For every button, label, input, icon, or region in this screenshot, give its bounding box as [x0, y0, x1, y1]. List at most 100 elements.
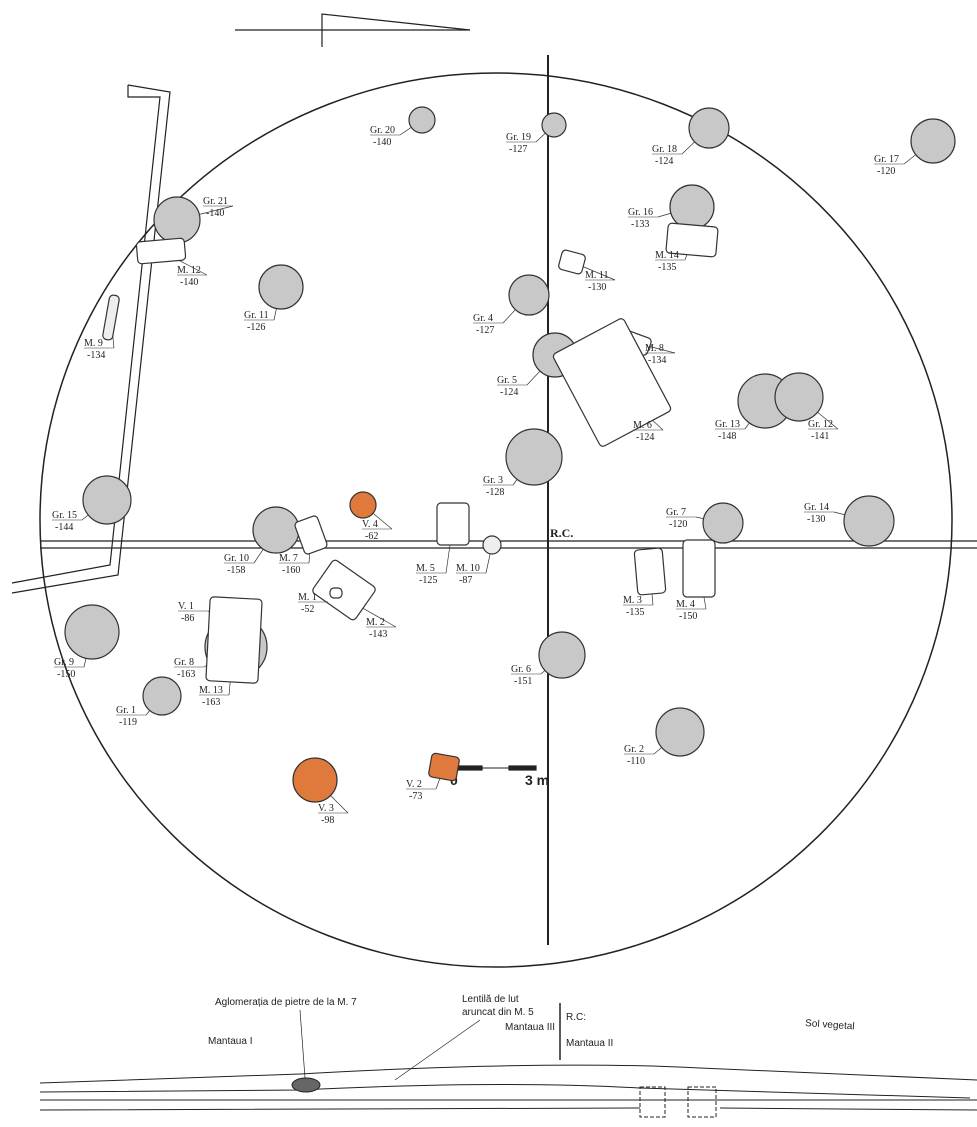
feature [843, 495, 895, 547]
section-label: aruncat din M. 5 [462, 1007, 534, 1018]
feature-label: V. 3 [318, 803, 334, 814]
feature-label: Gr. 8 [174, 657, 194, 668]
feature-depth: -133 [631, 219, 649, 230]
feature-label: Gr. 4 [473, 313, 493, 324]
profile-line [39, 1107, 977, 1111]
feature [102, 294, 120, 341]
feature-depth: -140 [180, 277, 198, 288]
feature [294, 515, 328, 555]
feature [205, 596, 263, 684]
feature-depth: -148 [718, 431, 736, 442]
feature-label: Gr. 12 [808, 419, 833, 430]
feature-label: M. 14 [655, 250, 679, 261]
feature-label: V. 4 [362, 519, 378, 530]
stones [291, 1077, 321, 1093]
feature-depth: -87 [459, 575, 472, 586]
feature-label: Gr. 5 [497, 375, 517, 386]
feature-depth: -73 [409, 791, 422, 802]
section-label: Aglomerația de pietre de la M. 7 [215, 997, 357, 1008]
feature [505, 428, 563, 486]
feature-label: Gr. 2 [624, 744, 644, 755]
pit [639, 1086, 666, 1118]
leader [299, 1009, 306, 1079]
feature-depth: -126 [247, 322, 265, 333]
feature-depth: -160 [282, 565, 300, 576]
section-label: Sol vegetal [805, 1018, 855, 1032]
scale-bar [508, 765, 537, 771]
feature-label: Gr. 3 [483, 475, 503, 486]
feature-depth: -135 [658, 262, 676, 273]
feature [669, 184, 715, 230]
feature-depth: -130 [588, 282, 606, 293]
feature-depth: -125 [419, 575, 437, 586]
feature [508, 274, 550, 316]
feature-depth: -135 [626, 607, 644, 618]
feature [329, 587, 343, 599]
section-label: Lentilă de lut [462, 994, 519, 1005]
mound-outline [39, 72, 953, 968]
feature-label: M. 11 [585, 270, 609, 281]
feature-label: Gr. 7 [666, 507, 686, 518]
feature-label: M. 10 [456, 563, 480, 574]
feature-depth: -124 [636, 432, 654, 443]
section-label: Mantaua II [566, 1038, 613, 1049]
feature-label: V. 1 [178, 601, 194, 612]
north-arrow-head [321, 13, 471, 47]
feature-depth: -110 [627, 756, 645, 767]
feature-depth: -158 [227, 565, 245, 576]
feature-depth: -98 [321, 815, 334, 826]
feature-depth: -140 [206, 208, 224, 219]
feature-depth: -120 [877, 166, 895, 177]
feature-depth: -127 [509, 144, 527, 155]
feature [312, 559, 376, 621]
features [64, 106, 956, 803]
feature-depth: -144 [55, 522, 73, 533]
feature-depth: -150 [679, 611, 697, 622]
feature-depth: -163 [202, 697, 220, 708]
feature [135, 237, 187, 265]
scale-bar [455, 765, 483, 771]
feature-depth: -150 [57, 669, 75, 680]
feature-label: Gr. 9 [54, 657, 74, 668]
feature [153, 196, 201, 244]
feature-label: Gr. 6 [511, 664, 531, 675]
feature-depth: -124 [500, 387, 518, 398]
feature-label: M. 5 [416, 563, 435, 574]
feature [258, 264, 304, 310]
trench-outline [11, 85, 161, 584]
feature-depth: -119 [119, 717, 137, 728]
feature-depth: -128 [486, 487, 504, 498]
feature [349, 491, 377, 519]
section-labels: Aglomerația de pietre de la M. 7 Lentilă… [208, 994, 855, 1049]
feature-label: Gr. 13 [715, 419, 740, 430]
section-label: Mantaua I [208, 1036, 252, 1047]
feature [655, 707, 705, 757]
feature [292, 757, 338, 803]
feature [436, 502, 470, 546]
feature-label: M. 3 [623, 595, 642, 606]
feature [142, 676, 182, 716]
feature-label: Gr. 10 [224, 553, 249, 564]
feature [682, 539, 716, 598]
feature-depth: -163 [177, 669, 195, 680]
feature [82, 475, 132, 525]
section-label: Mantaua III [505, 1022, 555, 1033]
feature-label: Gr. 11 [244, 310, 269, 321]
trench-outline [11, 84, 171, 594]
base-drawing [11, 13, 977, 968]
pit [687, 1086, 717, 1118]
feature-depth: -86 [181, 613, 194, 624]
feature-label: M. 9 [84, 338, 103, 349]
feature-depth: -52 [301, 604, 314, 615]
feature-label: Gr. 17 [874, 154, 899, 165]
feature-label: M. 2 [366, 617, 385, 628]
feature [428, 752, 460, 782]
feature [558, 249, 586, 275]
feature-label: Gr. 1 [116, 705, 136, 716]
section-label: R.C: [566, 1012, 586, 1023]
feature [552, 318, 672, 447]
feature [702, 502, 744, 544]
feature-label: Gr. 20 [370, 125, 395, 136]
feature-depth: -124 [655, 156, 673, 167]
